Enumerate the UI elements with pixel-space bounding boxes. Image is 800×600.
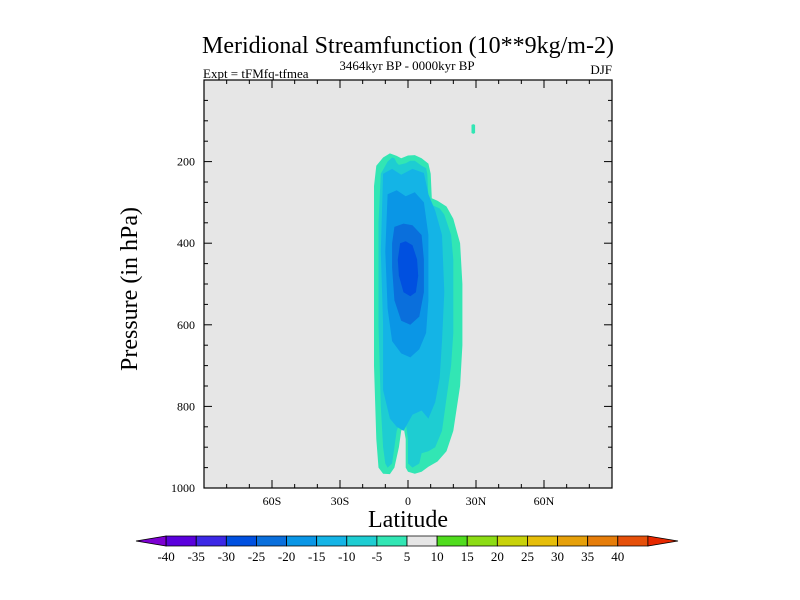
- plot-area: [203, 79, 613, 489]
- colorbar-label: -30: [218, 549, 235, 564]
- colorbar-label: 5: [404, 549, 411, 564]
- colorbar-label: -40: [157, 549, 174, 564]
- y-tick-label: 600: [177, 318, 195, 332]
- colorbar-box: [346, 535, 378, 547]
- colorbar-label: 35: [581, 549, 594, 564]
- colorbar-box: [376, 535, 408, 547]
- colorbar-box: [316, 535, 348, 547]
- colorbar-box: [587, 535, 619, 547]
- x-tick-label: 30N: [466, 494, 487, 508]
- colorbar-box: [195, 535, 227, 547]
- colorbar-box: [436, 535, 468, 547]
- colorbar-box: [286, 535, 318, 547]
- colorbar-box: [165, 535, 197, 547]
- experiment-label: Expt = tFMfq-tfmea: [203, 66, 309, 81]
- colorbar-label: -35: [188, 549, 205, 564]
- colorbar-box: [647, 535, 679, 547]
- colorbar-label: -10: [338, 549, 355, 564]
- colorbar-box: [135, 535, 167, 547]
- colorbar-box: [466, 535, 498, 547]
- colorbar-label: -20: [278, 549, 295, 564]
- x-axis-title: Latitude: [368, 507, 448, 533]
- x-tick-label: 0: [405, 494, 411, 508]
- colorbar-label: 10: [431, 549, 444, 564]
- colorbar-label: 15: [461, 549, 474, 564]
- y-tick-label: 200: [177, 155, 195, 169]
- colorbar-label: 40: [611, 549, 624, 564]
- colorbar-box: [617, 535, 649, 547]
- colorbar-label: 25: [521, 549, 534, 564]
- x-tick-label: 30S: [331, 494, 350, 508]
- colorbar-box: [527, 535, 558, 547]
- y-tick-label: 800: [177, 399, 195, 413]
- contour-level-neg5: [471, 124, 476, 134]
- colorbar-box: [256, 535, 287, 547]
- season-label: DJF: [590, 62, 612, 77]
- colorbar-box: [225, 535, 257, 547]
- contour-fills: [374, 124, 476, 475]
- colorbar-label: 20: [491, 549, 504, 564]
- y-axis: 200 400 600 800 1000: [171, 99, 612, 495]
- y-axis-title: Pressure (in hPa): [117, 207, 143, 371]
- colorbar-box: [557, 535, 589, 547]
- x-tick-label: 60N: [534, 494, 555, 508]
- chart-title: Meridional Streamfunction (10**9kg/m-2): [202, 33, 614, 59]
- x-axis: 60S 30S 0 30N 60N: [226, 80, 590, 508]
- colorbar-label: 30: [551, 549, 564, 564]
- colorbar-label: -5: [371, 549, 382, 564]
- period-label: 3464kyr BP - 0000kyr BP: [339, 58, 474, 73]
- y-tick-label: 400: [177, 236, 195, 250]
- colorbar-box: [406, 535, 438, 547]
- colorbar-label: -15: [308, 549, 325, 564]
- colorbar: -40 -35 -30 -25 -20 -15 -10 -5 5 10 15 20 25 30 35 40: [135, 535, 679, 564]
- colorbar-label: -25: [248, 549, 265, 564]
- contour-level-neg30: [397, 241, 419, 297]
- colorbar-box: [496, 535, 528, 547]
- x-tick-label: 60S: [263, 494, 282, 508]
- y-tick-label: 1000: [171, 481, 195, 495]
